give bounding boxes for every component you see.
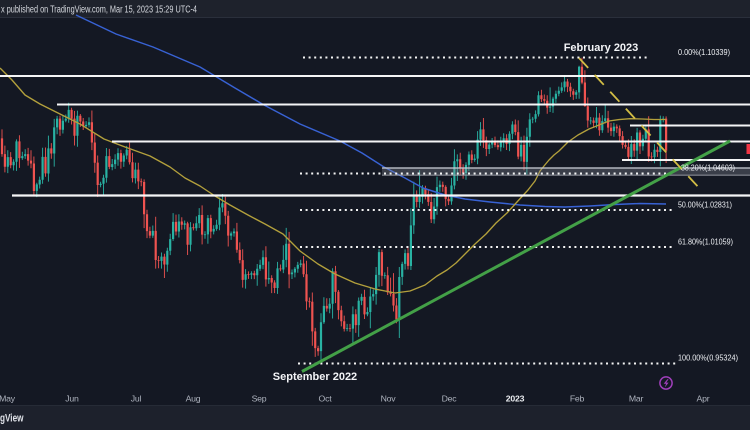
svg-text:Mar: Mar (629, 394, 644, 404)
svg-text:gView: gView (0, 413, 24, 425)
svg-text:Apr: Apr (697, 394, 710, 404)
svg-text:0.00%(1.10339): 0.00%(1.10339) (678, 47, 730, 57)
svg-text:May: May (0, 394, 16, 404)
svg-text:2023: 2023 (506, 394, 525, 404)
svg-text:38.20%(1.04603): 38.20%(1.04603) (681, 162, 735, 172)
svg-text:February 2023: February 2023 (564, 42, 639, 54)
svg-text:Feb: Feb (570, 394, 585, 404)
svg-text:100.00%(0.95324): 100.00%(0.95324) (678, 352, 738, 362)
svg-text:x published on TradingView.com: x published on TradingView.com, Mar 15, … (1, 4, 197, 15)
svg-text:Aug: Aug (186, 394, 201, 404)
svg-text:Jun: Jun (65, 394, 79, 404)
svg-text:Dec: Dec (442, 394, 458, 404)
svg-text:September 2022: September 2022 (273, 371, 357, 383)
svg-text:Nov: Nov (381, 394, 397, 404)
svg-text:Oct: Oct (319, 394, 333, 404)
svg-text:Sep: Sep (252, 394, 267, 404)
svg-text:50.00%(1.02831): 50.00%(1.02831) (678, 199, 732, 209)
svg-text:61.80%(1.01059): 61.80%(1.01059) (678, 236, 733, 246)
svg-text:Jul: Jul (131, 394, 142, 404)
